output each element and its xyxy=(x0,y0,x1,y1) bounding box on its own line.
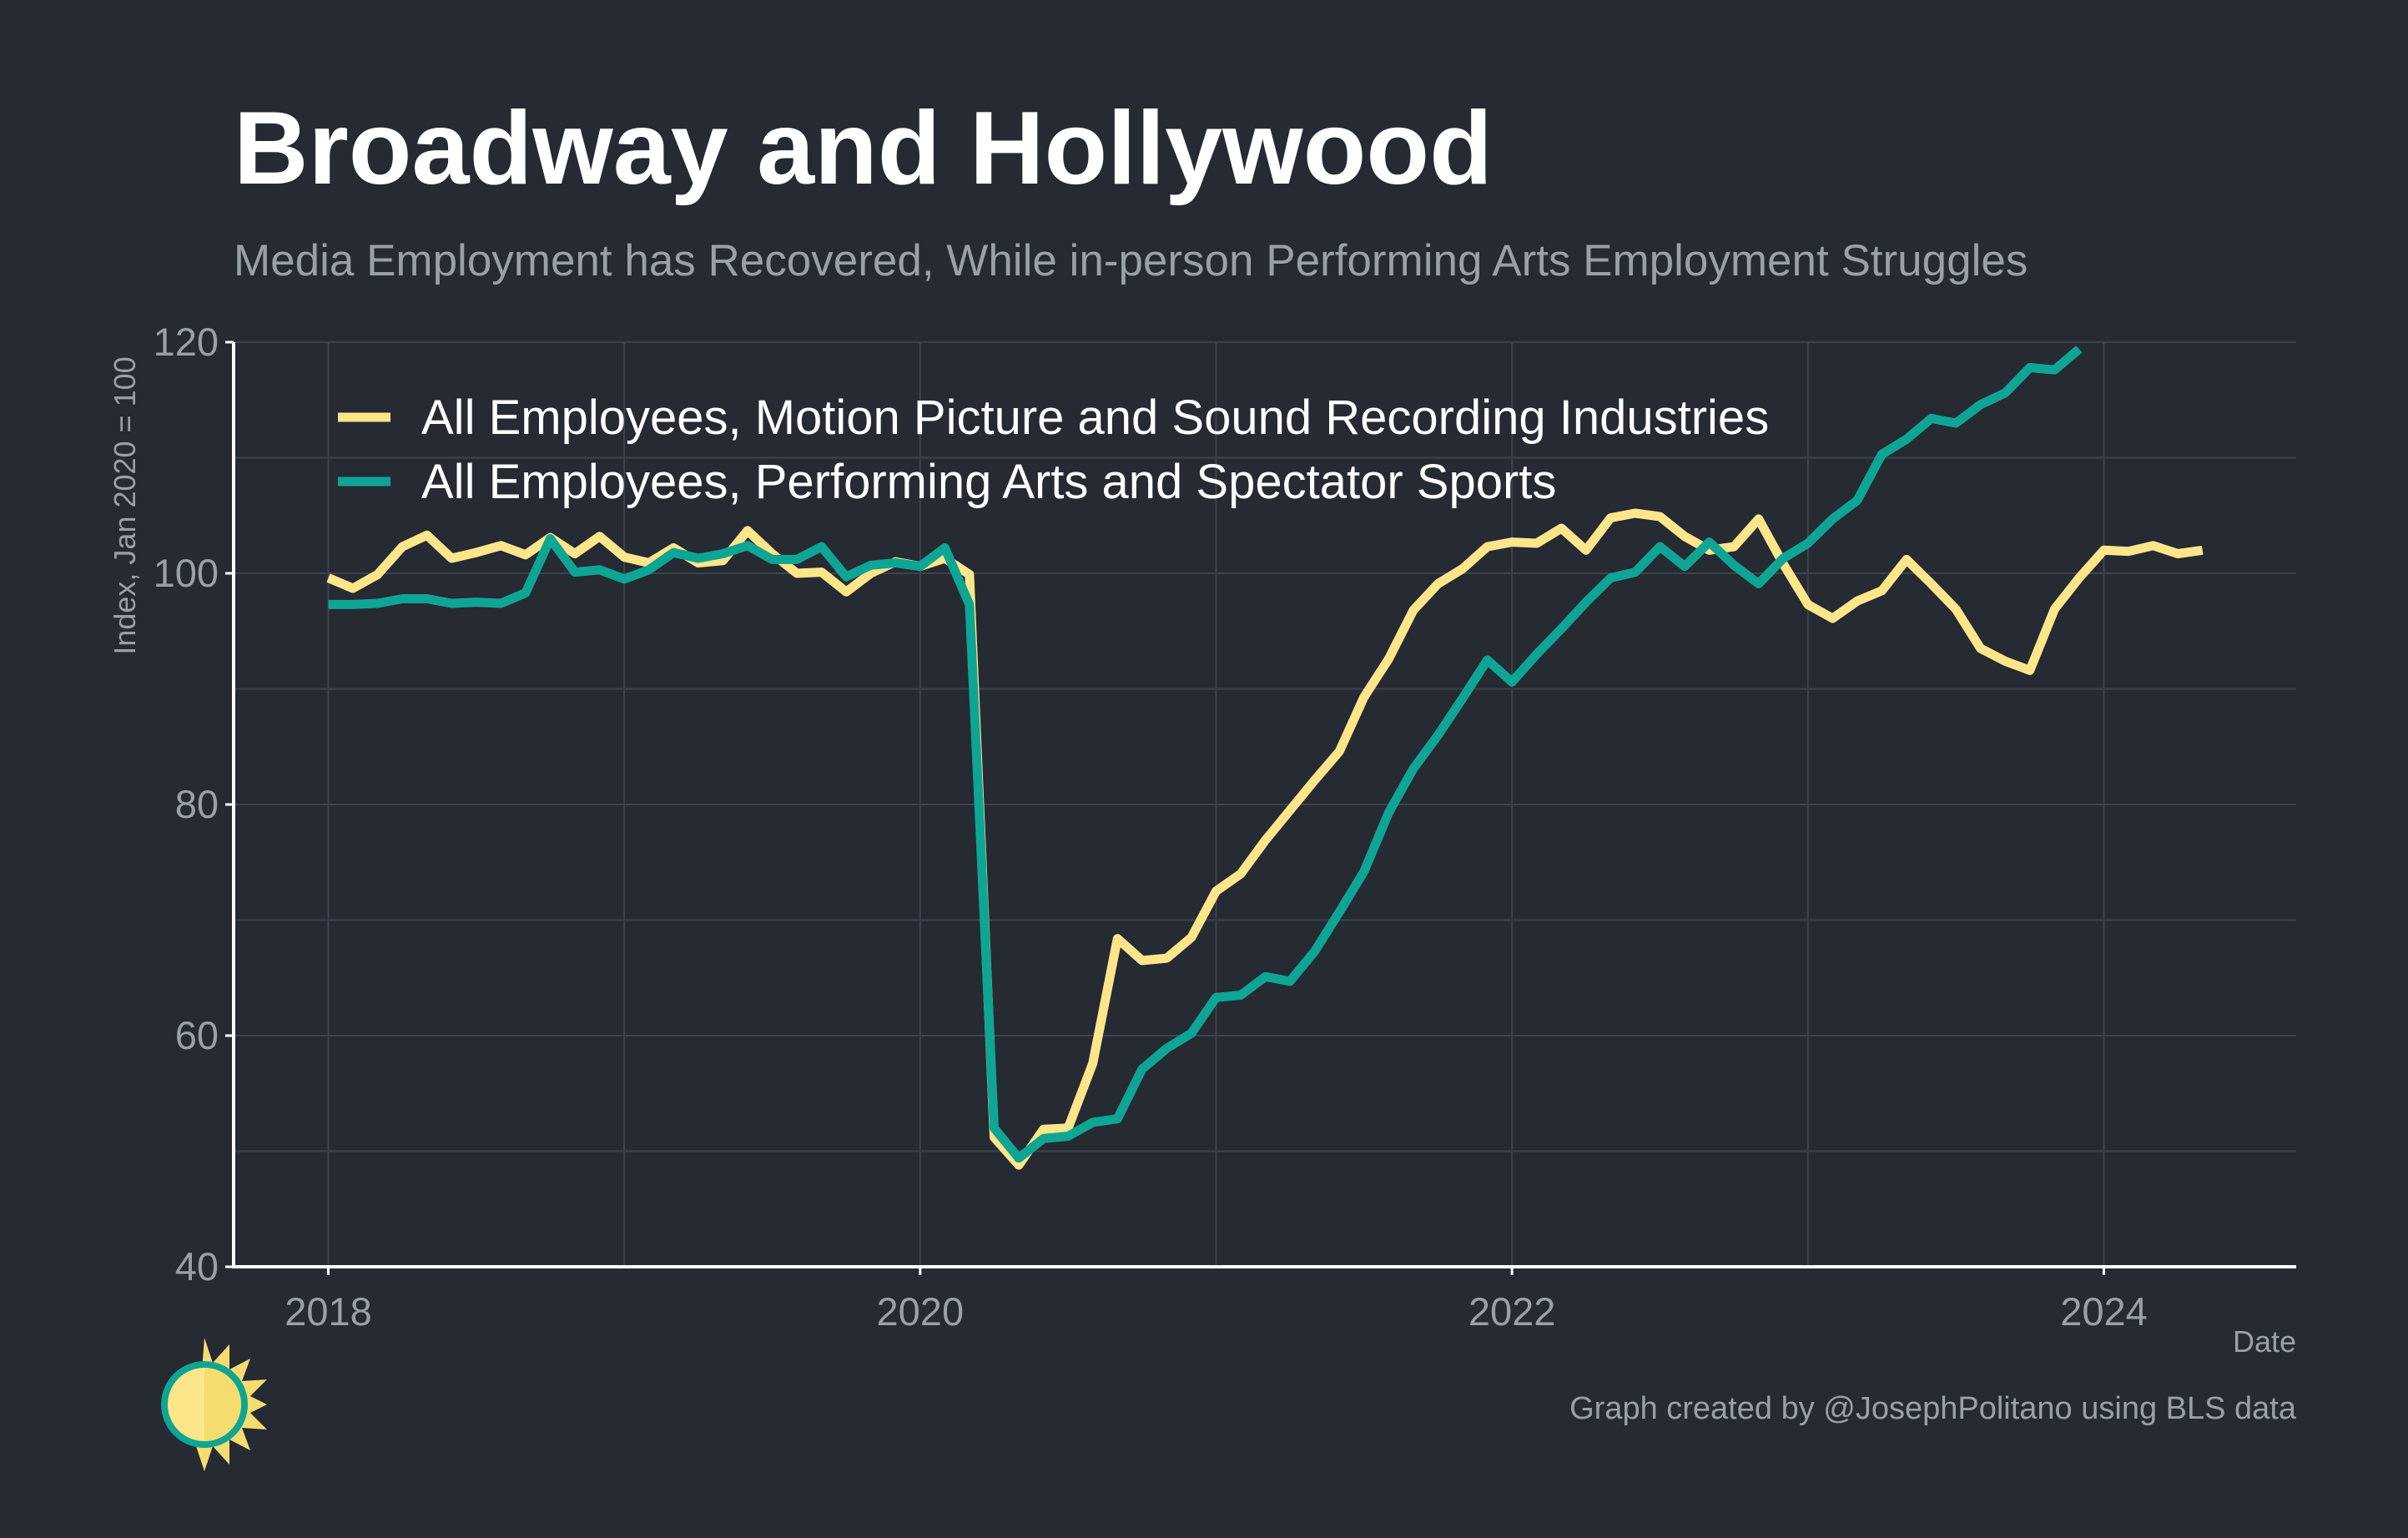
x-tick-label: 2022 xyxy=(1468,1289,1556,1334)
caption: Graph created by @JosephPolitano using B… xyxy=(1569,1391,2297,1426)
sun-logo-icon xyxy=(161,1338,267,1471)
x-axis-label: Date xyxy=(2233,1324,2296,1359)
y-tick-label: 120 xyxy=(154,320,219,364)
y-tick-label: 60 xyxy=(175,1013,219,1057)
legend-label: All Employees, Motion Picture and Sound … xyxy=(421,391,1769,445)
x-tick-label: 2018 xyxy=(285,1289,372,1334)
y-tick-label: 80 xyxy=(175,782,219,826)
chart-subtitle: Media Employment has Recovered, While in… xyxy=(234,236,2028,285)
chart-title: Broadway and Hollywood xyxy=(234,91,1493,206)
y-tick-label: 40 xyxy=(175,1244,219,1288)
x-tick-label: 2020 xyxy=(877,1289,965,1334)
gridlines xyxy=(234,341,2296,1268)
tick-labels: 40 60 80 100 120 2018 2020 2022 2024 xyxy=(154,320,2148,1334)
legend-label: All Employees, Performing Arts and Spect… xyxy=(421,455,1556,509)
y-tick-label: 100 xyxy=(154,551,219,595)
legend: All Employees, Motion Picture and Sound … xyxy=(338,391,1769,509)
x-tick-label: 2024 xyxy=(2060,1289,2148,1334)
y-axis-label: Index, Jan 2020 = 100 xyxy=(108,356,142,654)
series-line-motion-picture xyxy=(326,508,2204,1170)
series-lines xyxy=(326,345,2204,1170)
series-line-performing-arts xyxy=(328,345,2083,1163)
